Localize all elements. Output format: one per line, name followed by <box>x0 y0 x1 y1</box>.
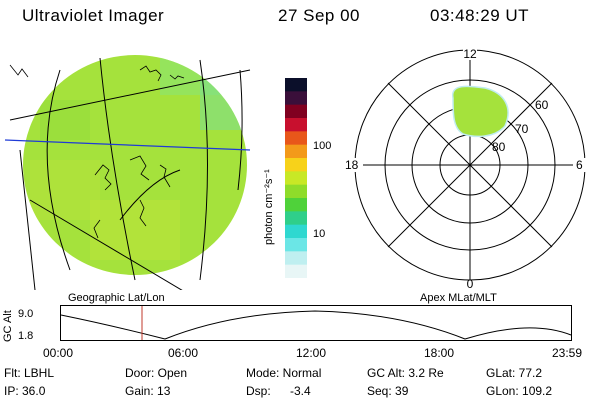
colorbar-band <box>285 118 307 132</box>
info-glon: GLon: 109.2 <box>486 384 553 398</box>
polar-diagonal-2 <box>387 82 553 248</box>
instrument-title: Ultraviolet Imager <box>22 6 165 25</box>
colorbar-tick-10: 10 <box>313 228 326 240</box>
left-panel-caption: Geographic Lat/Lon <box>68 292 165 304</box>
altitude-axis-label: GC Alt <box>2 310 14 342</box>
colorbar-band <box>285 251 307 266</box>
time-tick-0000: 00:00 <box>43 346 74 360</box>
mlt-right-bg <box>573 158 587 172</box>
colorbar-band <box>285 144 307 159</box>
info-mode: Mode: Normal <box>246 366 322 380</box>
mlt-label-top: 12 <box>463 48 477 61</box>
colorbar-band <box>285 104 307 119</box>
colorbar-band <box>285 158 307 172</box>
altitude-curve <box>60 310 572 340</box>
info-dsp-label: Dsp: <box>246 384 271 398</box>
colorbar-band <box>285 198 307 212</box>
info-ip: IP: 36.0 <box>4 384 46 398</box>
lat-label-80: 80 <box>492 140 506 154</box>
time-tick-2359: 23:59 <box>552 346 583 360</box>
coastlines <box>9 64 185 239</box>
date-label: 27 Sep 00 <box>278 6 361 25</box>
colorbar-band <box>285 78 307 92</box>
right-panel-caption: Apex MLat/MLT <box>420 292 497 304</box>
geographic-image-panel <box>4 55 251 290</box>
colorbar <box>285 78 307 278</box>
auroral-oval-patch <box>452 85 509 138</box>
colorbar-band <box>285 264 307 278</box>
colorbar-band <box>285 224 307 239</box>
time-tick-1200: 12:00 <box>296 346 327 360</box>
lat-label-60: 60 <box>535 98 549 112</box>
colorbar-unit-label: photon cm⁻²s⁻¹ <box>263 169 275 245</box>
colorbar-band <box>285 171 307 186</box>
mlt-label-left: 18 <box>345 158 359 172</box>
info-filter: Flt: LBHL <box>4 366 55 380</box>
lat-label-70: 70 <box>515 122 529 136</box>
geomagnetic-equator-line <box>4 139 251 151</box>
mlt-label-bottom: 0 <box>467 277 474 291</box>
polar-plot: 12 0 18 6 60 70 80 <box>345 48 587 291</box>
info-gain: Gain: 13 <box>125 384 171 398</box>
colorbar-band <box>285 184 307 199</box>
colorbar-tick-100: 100 <box>313 140 332 152</box>
mlt-left-bg <box>345 158 363 172</box>
colorbar-band <box>285 238 307 252</box>
colorbar-band <box>285 131 307 146</box>
info-glat: GLat: 77.2 <box>486 366 543 380</box>
altitude-tick-high: 9.0 <box>18 308 34 320</box>
info-door: Door: Open <box>125 366 188 380</box>
altitude-timeline-plot <box>60 305 572 341</box>
lat-lon-grid <box>9 57 251 290</box>
time-tick-0600: 06:00 <box>168 346 199 360</box>
info-dsp-value: -3.4 <box>290 384 311 398</box>
colorbar-band <box>285 91 307 106</box>
mlt-label-right: 6 <box>576 158 583 172</box>
mlt-top-bg <box>463 48 477 60</box>
colorbar-band <box>285 211 307 226</box>
altitude-tick-low: 1.8 <box>18 330 34 342</box>
info-sequence: Seq: 39 <box>367 384 409 398</box>
time-label: 03:48:29 UT <box>430 6 530 25</box>
time-tick-1800: 18:00 <box>424 346 455 360</box>
info-gc-altitude: GC Alt: 3.2 Re <box>367 366 444 380</box>
